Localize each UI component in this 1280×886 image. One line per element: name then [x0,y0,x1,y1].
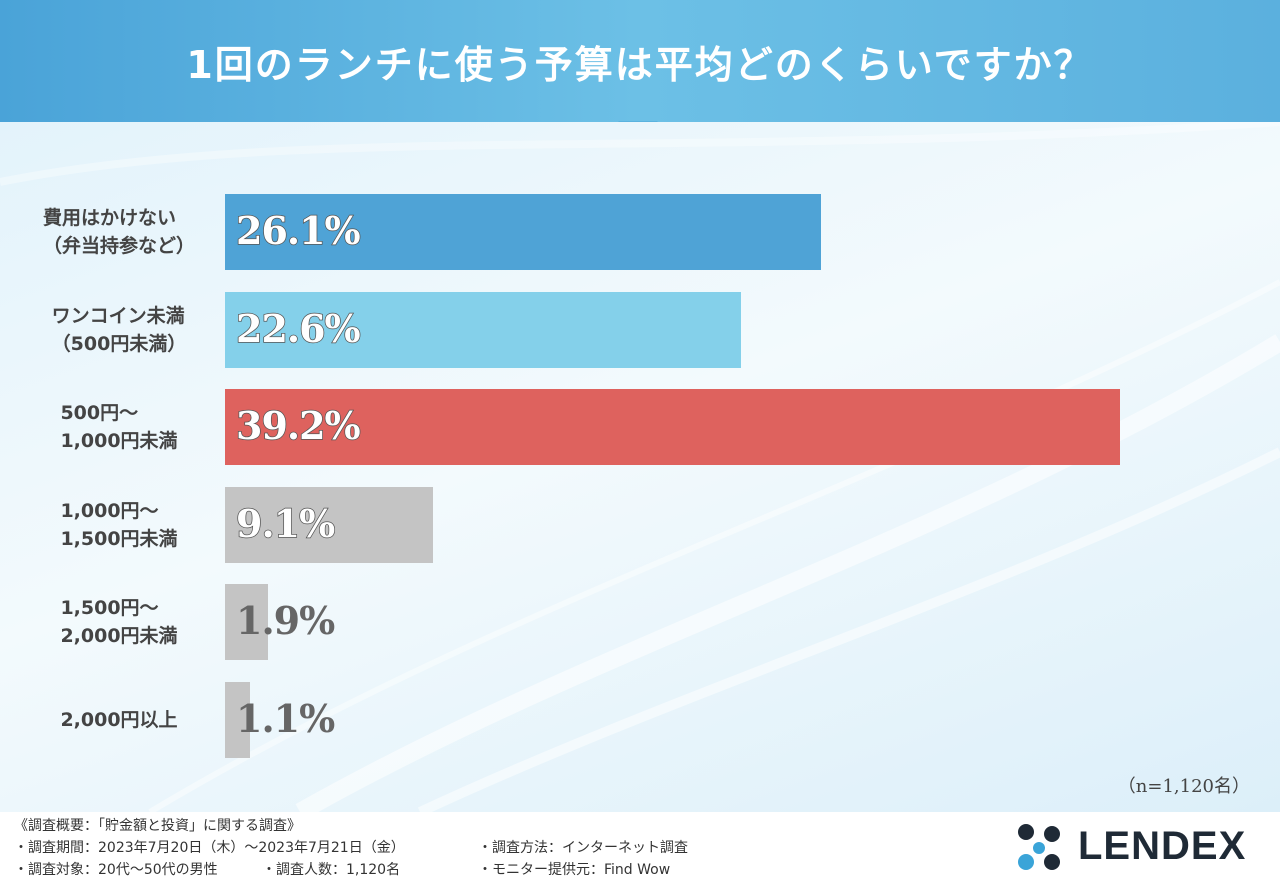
survey-period: ・調査期間：2023年7月20日（木）～2023年7月21日（金） [14,840,405,856]
bar [225,292,741,368]
monitor-provider: ・モニター提供元：Find Wow [478,862,671,878]
value-label: 1.1% [236,696,335,741]
category-label: 1,500円～ 2,000円未満 [60,597,178,647]
survey-target: ・調査対象：20代～50代の男性 [14,862,218,878]
bar [225,584,268,660]
bar [225,389,1120,465]
survey-count: ・調査人数：1,120名 [262,862,401,878]
category-label: 500円～ 1,000円未満 [60,402,178,452]
chart-title: 1回のランチに使う予算は平均どのくらいですか？ [186,42,1094,87]
value-label: 39.2% [235,402,361,449]
survey-overview: 《調査概要：「貯金額と投資」に関する調査》 [14,818,301,834]
value-label: 1.9% [236,598,335,643]
value-label: 9.1% [235,500,336,547]
value-label: 26.1% [235,207,361,254]
category-label: 1,000円～ 1,500円未満 [60,500,178,550]
bar [225,682,250,758]
value-label: 22.6% [235,305,361,352]
background-swoosh [0,122,1280,812]
logo-text: LENDEX [1078,824,1247,868]
footer: 《調査概要：「貯金額と投資」に関する調査》 ・調査期間：2023年7月20日（木… [0,812,1280,886]
lendex-logo-icon [1018,824,1060,870]
bar [225,194,821,270]
bar [225,487,433,563]
sample-size-label: （n=1,120名） [1117,776,1250,797]
category-label: 費用はかけない （弁当持参など） [42,207,195,257]
header-banner [0,0,1280,122]
survey-method: ・調査方法：インターネット調査 [478,840,688,856]
lendex-logo: LENDEX [1012,820,1257,876]
category-label: 2,000円以上 [60,709,178,731]
category-label: ワンコイン未満 （500円未満） [51,305,187,355]
